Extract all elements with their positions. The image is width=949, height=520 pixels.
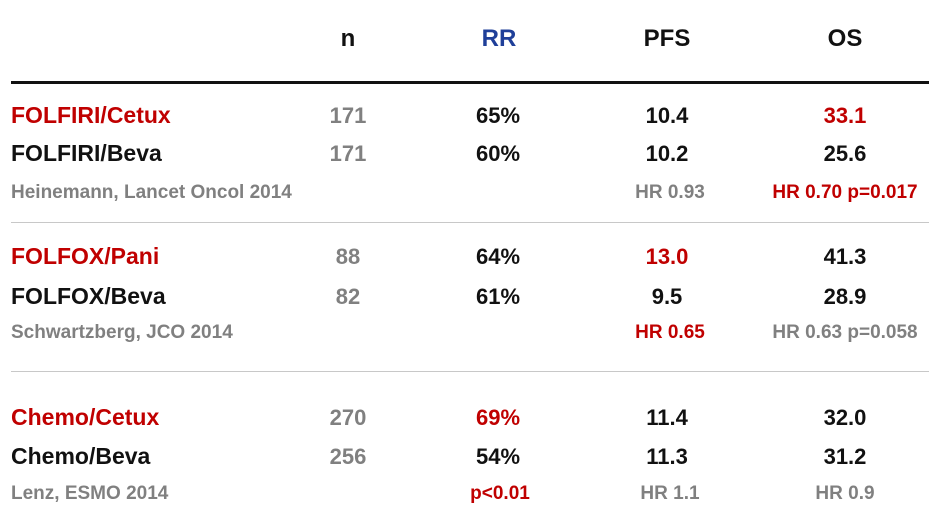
arm-rr: 69% — [475, 405, 521, 430]
stat-os: HR 0.63 p=0.058 — [772, 322, 918, 343]
arm-n: 88 — [335, 244, 361, 269]
header-rr: RR — [481, 25, 517, 52]
arm-n: 171 — [329, 141, 367, 166]
stat-rr: p<0.01 — [470, 483, 530, 504]
arm-pfs: 9.5 — [651, 284, 683, 309]
arm-n: 82 — [335, 284, 361, 309]
arm-os: 31.2 — [823, 444, 867, 469]
group-divider — [11, 371, 929, 372]
stat-os: HR 0.70 p=0.017 — [772, 182, 918, 203]
citation: Lenz, ESMO 2014 — [11, 483, 169, 504]
citation: Heinemann, Lancet Oncol 2014 — [11, 182, 292, 203]
arm-name: FOLFIRI/Cetux — [11, 102, 171, 128]
arm-n: 270 — [329, 405, 367, 430]
arm-name: FOLFOX/Beva — [11, 283, 166, 309]
arm-os: 41.3 — [823, 244, 867, 269]
arm-pfs: 11.3 — [646, 444, 688, 469]
arm-n: 171 — [329, 103, 367, 128]
arm-n: 256 — [329, 444, 367, 469]
arm-rr: 60% — [475, 141, 521, 166]
arm-pfs: 11.4 — [646, 405, 688, 430]
arm-name: Chemo/Cetux — [11, 404, 160, 430]
header-pfs: PFS — [643, 25, 691, 52]
header-divider — [11, 81, 929, 84]
arm-name: Chemo/Beva — [11, 443, 151, 469]
stat-pfs: HR 0.93 — [635, 182, 705, 203]
stat-os: HR 0.9 — [815, 483, 875, 504]
arm-pfs: 10.2 — [645, 141, 689, 166]
stat-pfs: HR 1.1 — [640, 483, 700, 504]
group-divider — [11, 222, 929, 223]
arm-os: 28.9 — [823, 284, 867, 309]
arm-rr: 61% — [475, 284, 521, 309]
arm-os: 25.6 — [823, 141, 867, 166]
arm-os: 32.0 — [823, 405, 867, 430]
arm-rr: 65% — [475, 103, 521, 128]
arm-pfs: 10.4 — [645, 103, 689, 128]
arm-pfs: 13.0 — [645, 244, 689, 269]
header-os: OS — [827, 25, 863, 52]
arm-name: FOLFIRI/Beva — [11, 140, 162, 166]
arm-os: 33.1 — [823, 103, 867, 128]
citation: Schwartzberg, JCO 2014 — [11, 322, 233, 343]
header-n: n — [340, 25, 356, 52]
arm-rr: 64% — [475, 244, 521, 269]
arm-name: FOLFOX/Pani — [11, 243, 160, 269]
stat-pfs: HR 0.65 — [635, 322, 705, 343]
arm-rr: 54% — [475, 444, 521, 469]
